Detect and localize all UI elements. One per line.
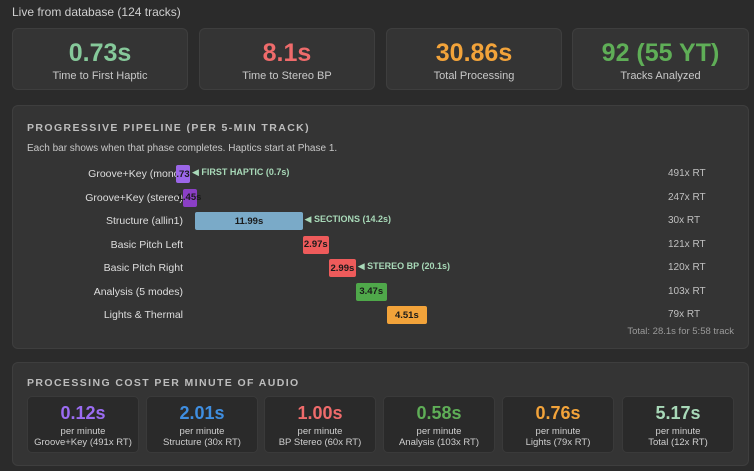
pipeline-milestone-marker: ◀ FIRST HAPTIC (0.7s) [192, 167, 290, 177]
cost-sub-label: BP Stereo (60x RT) [278, 437, 362, 448]
pipeline-bar: 2.99s [329, 259, 356, 277]
cost-card: 0.12s per minute Groove+Key (491x RT) [27, 396, 139, 453]
pipeline-row: Groove+Key (mono) .73 ◀ FIRST HAPTIC (0.7s… [13, 163, 748, 185]
pipeline-title: PROGRESSIVE PIPELINE (PER 5-MIN TRACK) [27, 122, 311, 134]
stat-card: 92 (55 YT) Tracks Analyzed [572, 28, 749, 90]
cost-sub-label: Analysis (103x RT) [398, 437, 480, 448]
cost-card: 2.01s per minute Structure (30x RT) [146, 396, 258, 453]
pipeline-bar: 1.45s [178, 188, 201, 207]
pipeline-row: Structure (allin1) 11.99s ◀ SECTIONS (14.2… [13, 210, 748, 232]
cost-card: 0.58s per minute Analysis (103x RT) [383, 396, 495, 453]
pipeline-row-label: Analysis (5 modes) [93, 285, 183, 298]
cost-sub-label: Lights (79x RT) [525, 437, 591, 448]
cost-sub-label: Groove+Key (491x RT) [34, 437, 132, 448]
pipeline-row: Analysis (5 modes) 3.47s 103x RT [13, 281, 748, 303]
pipeline-bar: 11.99s [195, 212, 303, 230]
cost-per-label: per minute [60, 426, 106, 437]
stat-value: 30.86s [435, 39, 513, 67]
stat-card: 30.86s Total Processing [386, 28, 562, 90]
cost-per-label: per minute [655, 426, 701, 437]
data-source-label: Live from database (124 tracks) [12, 5, 181, 19]
pipeline-row: Groove+Key (stereo) 1.45s 247x RT [13, 187, 748, 209]
stat-label: Time to Stereo BP [242, 70, 332, 82]
stat-card: 8.1s Time to Stereo BP [199, 28, 375, 90]
cost-value: 0.12s [60, 403, 106, 423]
stat-card: 0.73s Time to First Haptic [12, 28, 188, 90]
cost-value: 0.58s [416, 403, 462, 423]
pipeline-row-label: Structure (allin1) [105, 215, 183, 227]
cost-card: 0.76s per minute Lights (79x RT) [502, 396, 614, 453]
pipeline-bar: 4.51s [386, 306, 427, 324]
cost-sub-label: Structure (30x RT) [163, 437, 241, 448]
pipeline-milestone-marker: ◀ SECTIONS (14.2s) [304, 214, 391, 224]
stat-label: Tracks Analyzed [620, 70, 701, 82]
cost-per-label: per minute [416, 426, 462, 437]
pipeline-row-label: Groove+Key (mono) [88, 168, 183, 180]
pipeline-bar: .73 [176, 165, 190, 183]
cost-value: 5.17s [655, 403, 701, 423]
pipeline-row-label: Basic Pitch Left [110, 238, 183, 251]
pipeline-row-realtime: 120x RT [668, 262, 706, 273]
pipeline-row-label: Basic Pitch Right [103, 262, 183, 274]
pipeline-row-label: Groove+Key (stereo) [85, 191, 183, 204]
pipeline-row: Basic Pitch Left 2.97s 121x RT [13, 234, 748, 256]
pipeline-row-realtime: 247x RT [668, 191, 706, 203]
cost-per-label: per minute [297, 426, 343, 437]
pipeline-row-realtime: 30x RT [668, 215, 701, 226]
cost-card: 1.00s per minute BP Stereo (60x RT) [264, 396, 376, 453]
pipeline-description: Each bar shows when that phase completes… [27, 143, 338, 154]
cost-value: 1.00s [297, 403, 343, 423]
progressive-pipeline-panel: PROGRESSIVE PIPELINE (PER 5-MIN TRACK) E… [12, 105, 749, 349]
cost-value: 0.76s [535, 403, 581, 423]
processing-cost-panel: PROCESSING COST PER MINUTE OF AUDIO 0.12… [12, 362, 749, 466]
stat-label: Total Processing [433, 70, 515, 82]
cost-value: 2.01s [179, 403, 225, 423]
pipeline-row-realtime: 121x RT [668, 238, 706, 250]
pipeline-row-label: Lights & Thermal [103, 309, 183, 321]
cost-per-label: per minute [179, 426, 225, 437]
stat-label: Time to First Haptic [52, 70, 148, 82]
stat-value: 8.1s [262, 39, 312, 67]
pipeline-bar: 2.97s [302, 235, 330, 254]
pipeline-total-note: Total: 28.1s for 5:58 track [627, 326, 734, 337]
cost-per-label: per minute [535, 426, 581, 437]
pipeline-row: Lights & Thermal 4.51s 79x RT [13, 304, 748, 326]
stat-value: 0.73s [68, 39, 132, 67]
pipeline-bar: 3.47s [355, 282, 387, 301]
pipeline-row-realtime: 103x RT [668, 285, 706, 297]
cost-sub-label: Total (12x RT) [648, 437, 708, 448]
cost-title: PROCESSING COST PER MINUTE OF AUDIO [27, 377, 300, 389]
cost-card: 5.17s per minute Total (12x RT) [622, 396, 734, 453]
pipeline-milestone-marker: ◀ STEREO BP (20.1s) [357, 261, 451, 271]
stat-value: 92 (55 YT) [601, 39, 720, 67]
pipeline-row: Basic Pitch Right 2.99s ◀ STEREO BP (20.1s… [13, 257, 748, 279]
pipeline-row-realtime: 491x RT [668, 168, 706, 179]
pipeline-row-realtime: 79x RT [668, 309, 701, 320]
